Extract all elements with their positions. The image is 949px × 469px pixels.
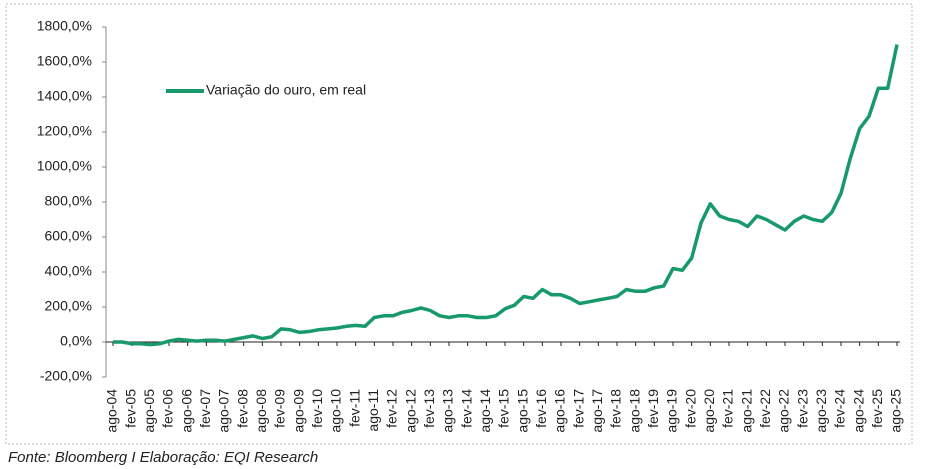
y-tick-label: 800,0% [45, 193, 92, 209]
x-tick-label: fev-13 [421, 389, 437, 428]
x-tick-label: fev-11 [346, 389, 362, 427]
y-tick-label: 400,0% [45, 263, 92, 279]
x-tick-label: ago-05 [141, 389, 157, 433]
x-tick-label: fev-21 [720, 389, 736, 428]
x-tick-label: fev-15 [496, 389, 512, 428]
x-tick-label: ago-22 [776, 389, 792, 433]
x-tick-label: fev-19 [645, 389, 661, 428]
x-tick-label: ago-04 [104, 389, 120, 433]
x-tick-label: ago-12 [402, 389, 418, 433]
x-tick-label: fev-05 [122, 389, 138, 428]
x-tick-label: fev-12 [384, 389, 400, 428]
x-tick-label: fev-14 [458, 389, 474, 428]
x-tick-label: fev-24 [832, 389, 848, 428]
y-tick-label: 1000,0% [37, 158, 92, 174]
x-tick-label: fev-22 [757, 389, 773, 428]
x-tick-label: fev-18 [608, 389, 624, 428]
x-tick-label: ago-10 [328, 389, 344, 433]
x-tick-label: fev-20 [682, 389, 698, 428]
y-tick-label: 1200,0% [37, 123, 92, 139]
x-tick-label: fev-25 [869, 389, 885, 428]
x-tick-label: ago-14 [477, 389, 493, 433]
x-tick-label: ago-06 [178, 389, 194, 433]
x-tick-label: ago-18 [626, 389, 642, 433]
legend-label: Variação do ouro, em real [206, 82, 366, 98]
x-tick-label: ago-13 [440, 389, 456, 433]
x-tick-label: fev-16 [533, 389, 549, 428]
line-series [113, 44, 899, 347]
x-tick-label: fev-06 [160, 389, 176, 428]
y-tick-label: 1800,0% [37, 18, 92, 34]
x-tick-label: fev-08 [234, 389, 250, 428]
x-tick-label: ago-17 [589, 389, 605, 433]
x-tick-label: ago-15 [514, 389, 530, 433]
y-tick-label: -200,0% [40, 368, 92, 384]
y-tick-label: 200,0% [45, 298, 92, 314]
y-tick-label: 0,0% [60, 333, 92, 349]
x-tick-label: ago-24 [850, 389, 866, 433]
x-tick-label: ago-09 [290, 389, 306, 433]
x-tick-label: fev-10 [309, 389, 325, 428]
x-tick-label: ago-20 [701, 389, 717, 433]
y-tick-label: 1600,0% [37, 53, 92, 69]
chart-frame [5, 3, 913, 445]
x-tick-label: ago-11 [365, 389, 381, 432]
x-tick-label: fev-09 [272, 389, 288, 428]
x-tick-label: ago-25 [888, 389, 904, 433]
x-tick-label: fev-23 [794, 389, 810, 428]
y-tick-label: 1400,0% [37, 88, 92, 104]
x-tick-label: ago-16 [552, 389, 568, 433]
x-tick-label: ago-07 [216, 389, 232, 433]
x-tick-label: ago-08 [253, 389, 269, 433]
x-tick-label: fev-17 [570, 389, 586, 428]
x-tick-label: ago-21 [738, 389, 754, 433]
x-tick-label: ago-19 [664, 389, 680, 433]
source-note: Fonte: Bloomberg I Elaboração: EQI Resea… [8, 449, 318, 466]
y-tick-label: 600,0% [45, 228, 92, 244]
x-tick-label: ago-23 [813, 389, 829, 433]
x-tick-label: fev-07 [197, 389, 213, 428]
